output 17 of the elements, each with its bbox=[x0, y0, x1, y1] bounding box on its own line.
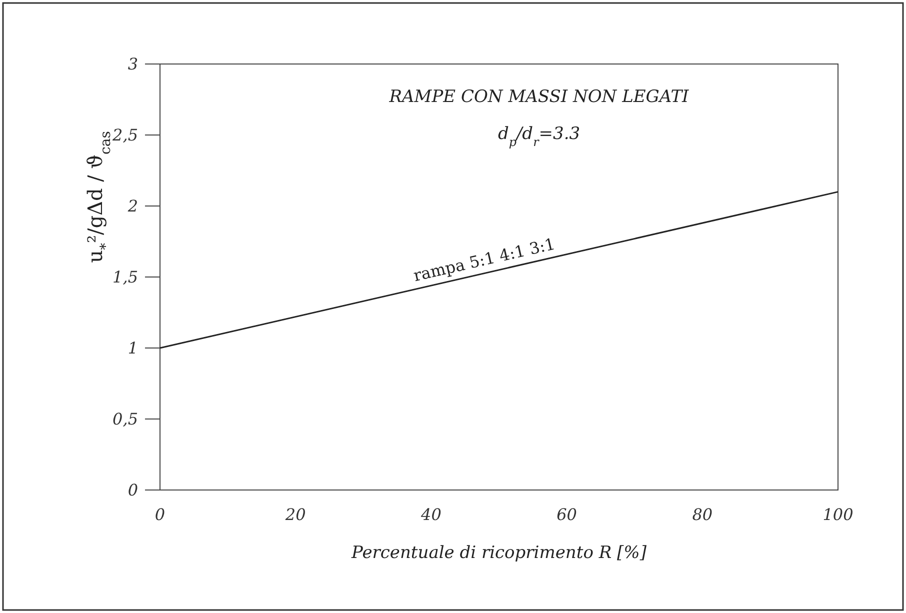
annotation: rampa 5:1 4:1 3:1 bbox=[412, 234, 557, 286]
x-axis-title: Percentuale di ricoprimento R [%] bbox=[350, 543, 647, 563]
x-tick-label: 80 bbox=[692, 505, 713, 524]
y-tick-label: 1 bbox=[128, 338, 138, 358]
y-tick-label: 1,5 bbox=[112, 268, 138, 287]
y-tick-label: 0 bbox=[128, 480, 138, 500]
annotation: d$_{p}$/d$_{r}$=3.3 bbox=[498, 124, 580, 149]
y-tick-label: 2,5 bbox=[112, 126, 138, 145]
x-tick-label: 40 bbox=[420, 505, 442, 524]
y-tick-label: 3 bbox=[128, 54, 138, 74]
x-tick-label: 60 bbox=[556, 505, 577, 524]
text: RAMPE CON MASSI NON LEGATI bbox=[388, 87, 690, 107]
y-tick-label: 2 bbox=[126, 196, 138, 216]
x-tick-label: 0 bbox=[154, 505, 166, 524]
x-tick-label: 100 bbox=[822, 505, 854, 524]
y-tick-label: 0,5 bbox=[112, 410, 138, 429]
x-tick-label: 20 bbox=[284, 505, 306, 524]
